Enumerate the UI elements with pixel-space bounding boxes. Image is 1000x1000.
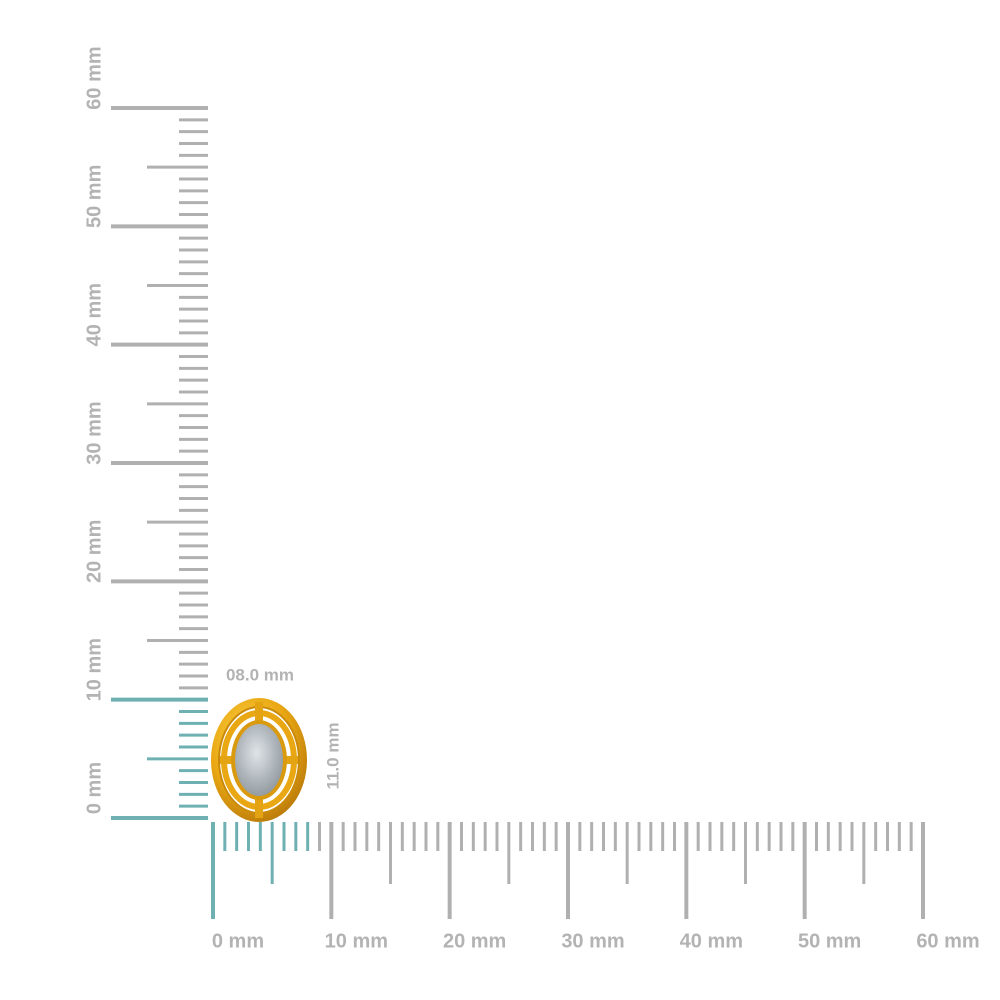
x-tick-label: 10 mm (325, 930, 388, 952)
y-tick-label: 20 mm (83, 520, 105, 583)
y-tick-label: 40 mm (83, 283, 105, 346)
x-tick-label: 50 mm (798, 930, 861, 952)
x-tick-label: 0 mm (212, 930, 264, 952)
y-tick-label: 60 mm (83, 46, 105, 109)
x-tick-label: 60 mm (916, 930, 979, 952)
x-tick-label: 20 mm (443, 930, 506, 952)
y-tick-label: 30 mm (83, 401, 105, 464)
y-tick-label: 0 mm (83, 762, 105, 814)
earring (211, 698, 307, 822)
width-label: 08.0 mm (226, 665, 294, 684)
x-tick-label: 40 mm (680, 930, 743, 952)
y-tick-label: 50 mm (83, 165, 105, 228)
x-tick-label: 30 mm (561, 930, 624, 952)
height-label: 11.0 mm (323, 722, 342, 789)
y-tick-label: 10 mm (83, 638, 105, 701)
